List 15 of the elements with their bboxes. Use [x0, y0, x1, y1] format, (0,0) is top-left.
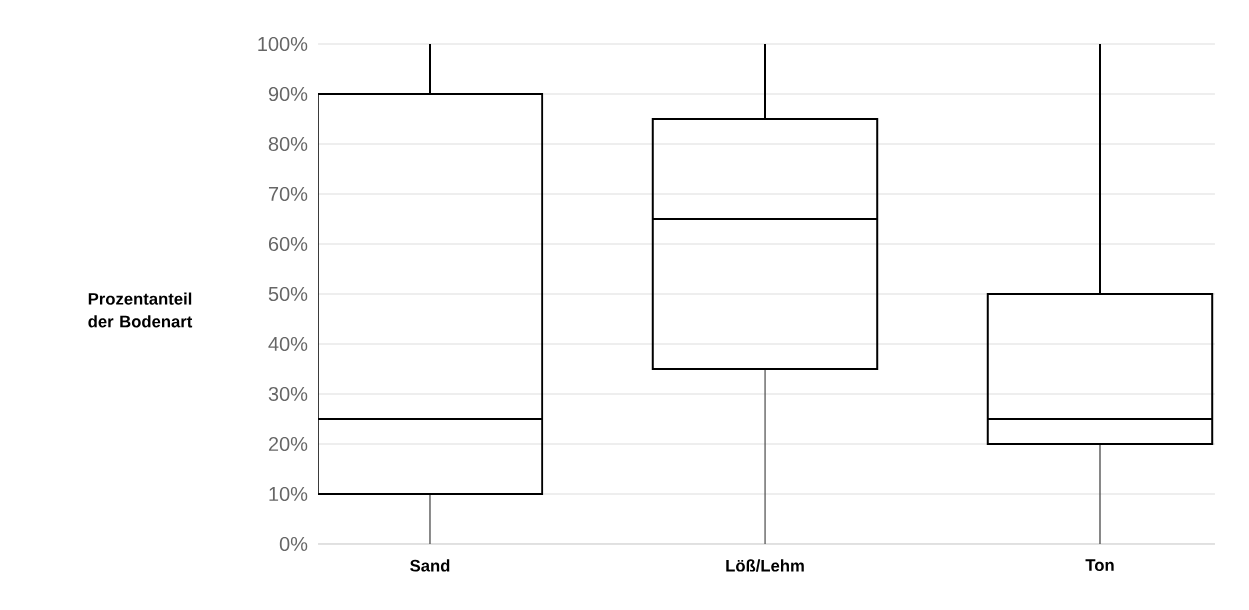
y-tick-label: 30% — [268, 386, 308, 402]
y-tick-label: 50% — [268, 286, 308, 302]
y-tick-label: 40% — [268, 336, 308, 352]
y-axis-title: Prozentanteil der Bodenart — [88, 292, 193, 328]
x-tick-label: Sand — [410, 559, 450, 572]
y-tick-label: 0% — [279, 536, 308, 552]
y-tick-label: 90% — [268, 86, 308, 102]
y-tick-label: 60% — [268, 236, 308, 252]
y-tick-label: 10% — [269, 486, 308, 502]
x-tick-label: Löß/Lehm — [726, 559, 804, 572]
y-tick-label: 70% — [268, 186, 308, 202]
y-tick-label: 100% — [258, 36, 308, 52]
x-tick-label: Ton — [1085, 559, 1114, 571]
y-tick-label: 80% — [268, 136, 308, 152]
y-tick-label: 20% — [268, 436, 308, 452]
